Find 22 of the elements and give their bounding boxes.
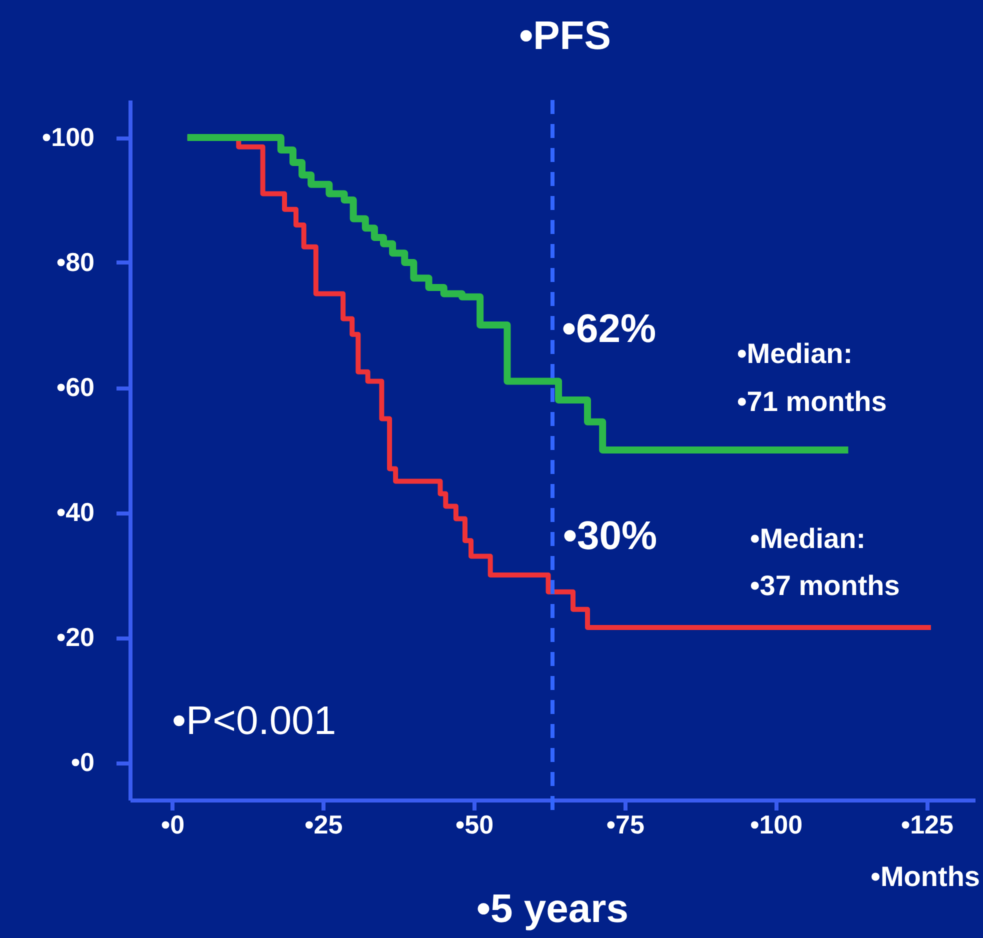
x-axis-title: •Months <box>870 861 980 892</box>
x-tick-label: •125 <box>900 810 954 840</box>
x-tick-label: •75 <box>606 810 644 840</box>
x-tick-label: •25 <box>304 810 343 840</box>
x-tick-label: •0 <box>160 810 185 840</box>
annotation: •Median: <box>750 523 866 554</box>
annotation: •37 months <box>750 570 900 601</box>
y-tick-label: •0 <box>70 747 94 777</box>
chart-title: •PFS <box>519 14 611 58</box>
annotation: •P<0.001 <box>172 699 336 743</box>
y-tick-label: •20 <box>56 622 94 652</box>
y-tick-label: •100 <box>42 122 94 152</box>
annotation: •62% <box>562 307 656 351</box>
x-tick-label: •100 <box>750 810 803 840</box>
annotation: •30% <box>563 514 658 558</box>
annotation: •71 months <box>737 386 887 417</box>
annotation: •Median: <box>737 338 853 369</box>
y-tick-label: •60 <box>56 372 94 402</box>
y-tick-label: •80 <box>56 247 94 277</box>
x-tick-label: •50 <box>456 810 494 840</box>
y-tick-label: •40 <box>56 497 94 527</box>
ref-line-label: •5 years <box>476 887 628 931</box>
